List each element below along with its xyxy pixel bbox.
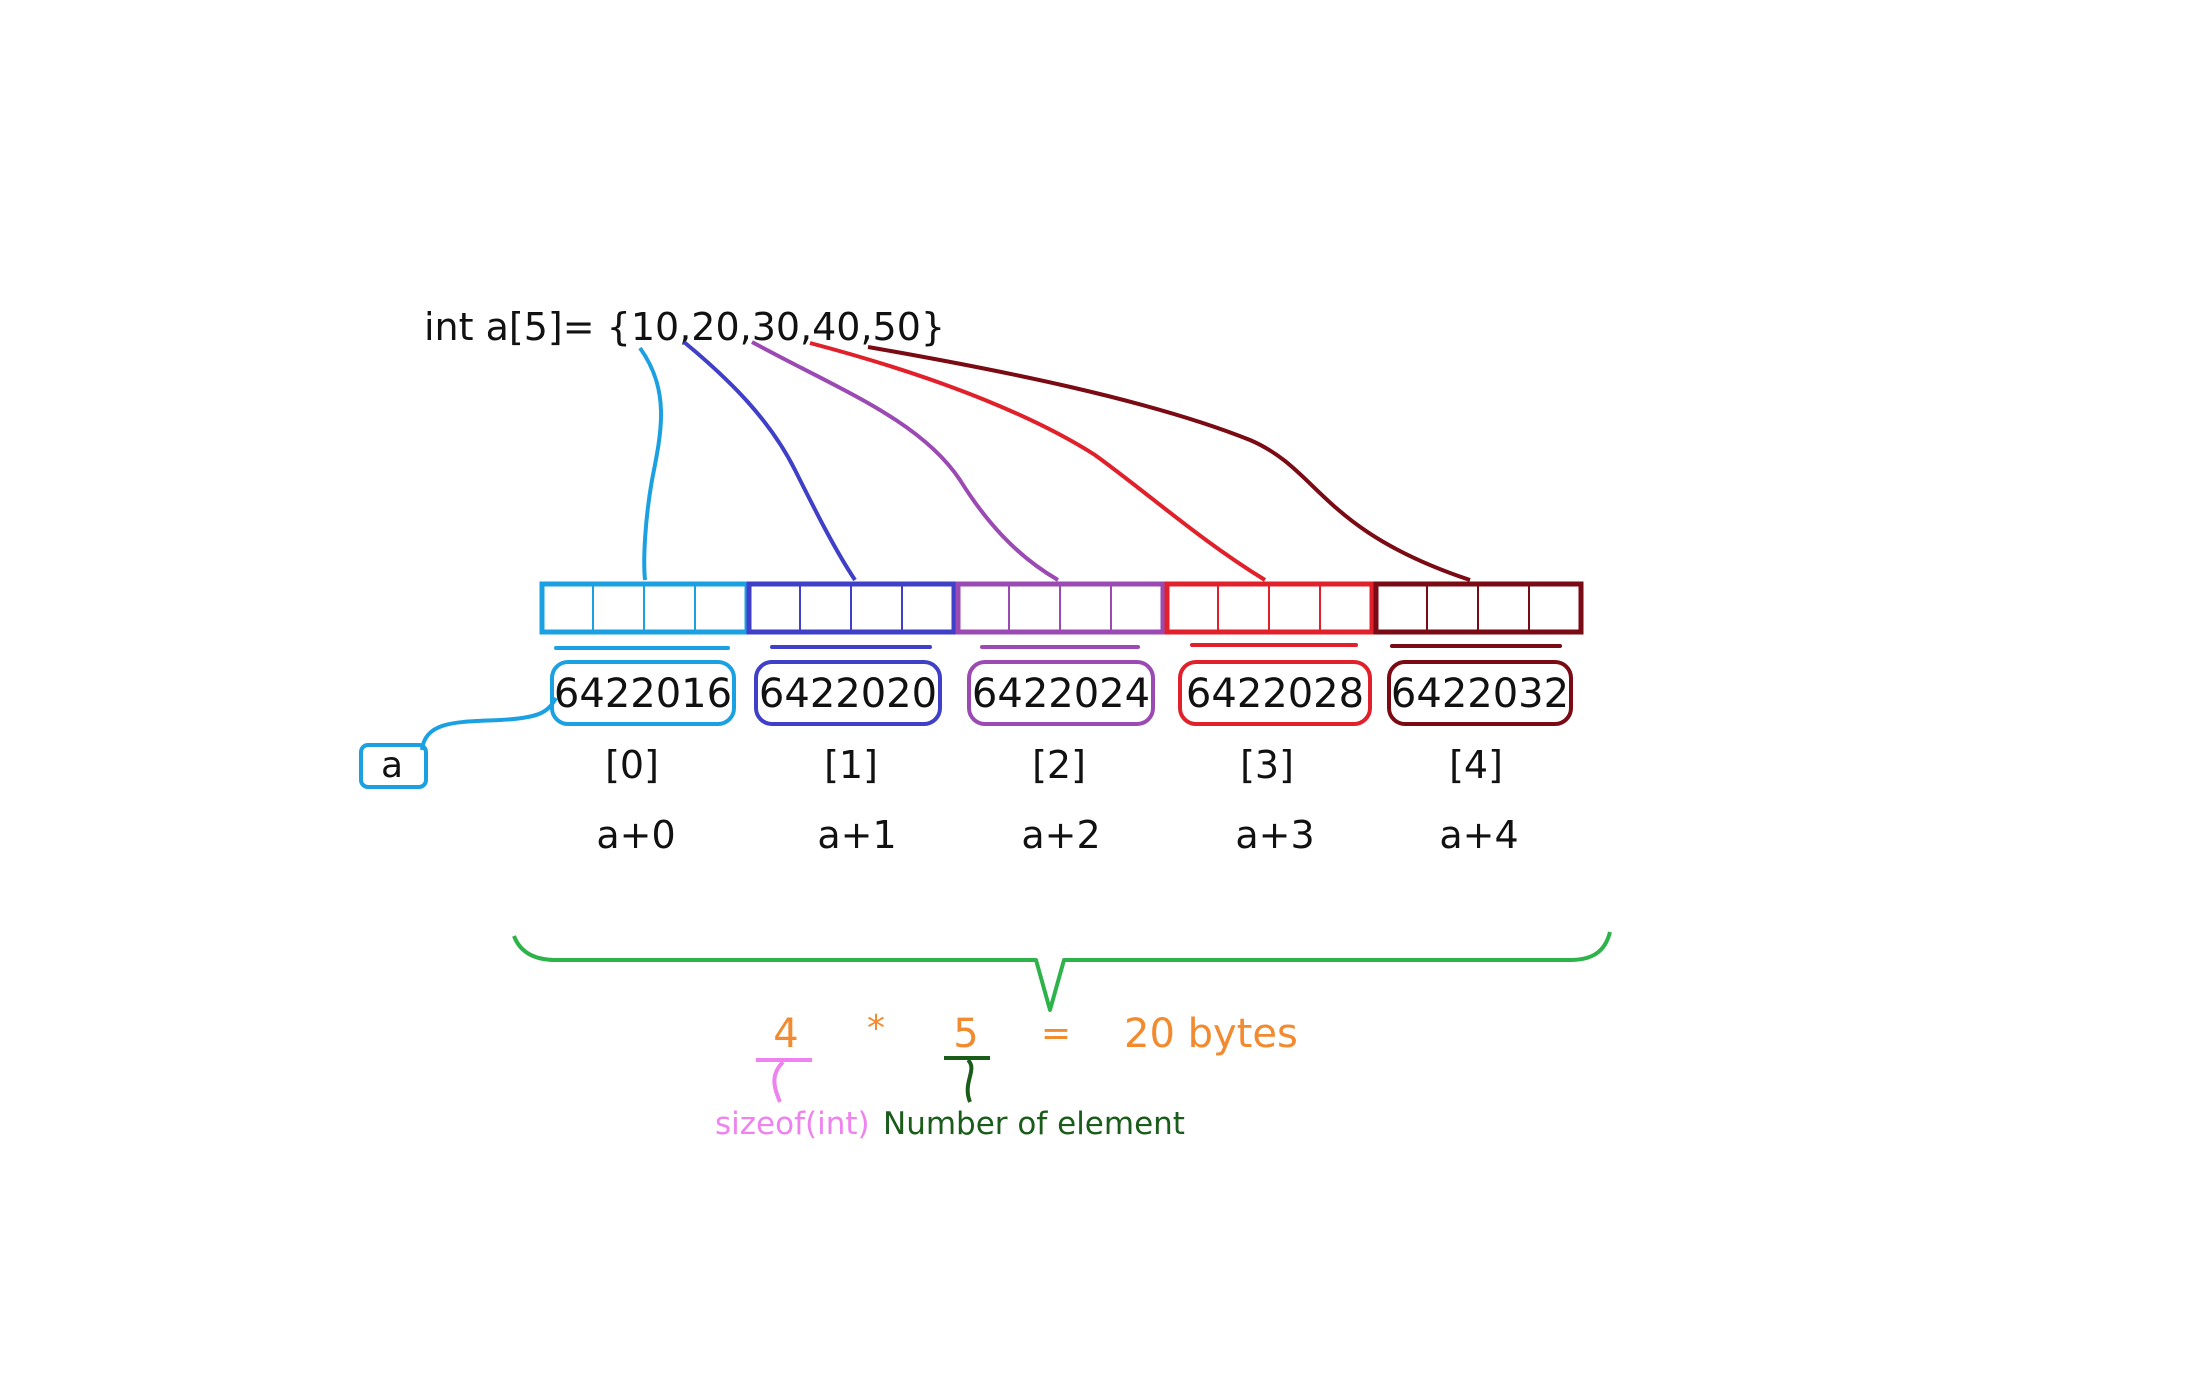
pointer-label: a (381, 745, 403, 786)
index-4: [4] (1449, 743, 1503, 787)
memory-block-4 (1373, 581, 1584, 635)
connector-3 (809, 341, 1267, 582)
memory-block-1 (746, 581, 957, 635)
offset-1: a+1 (817, 813, 896, 857)
formula-size: 4 (773, 1011, 798, 1057)
memory-block-3 (1164, 581, 1375, 635)
offset-4: a+4 (1439, 813, 1518, 857)
value-connectors (638, 340, 1471, 582)
formula-times: * (867, 1008, 885, 1049)
address-3: 6422028 (1186, 671, 1364, 717)
connector-0 (638, 346, 663, 581)
connector-1 (682, 340, 857, 582)
offset-3: a+3 (1235, 813, 1314, 857)
index-0: [0] (605, 743, 659, 787)
address-box-4 (1387, 660, 1573, 726)
index-2: [2] (1032, 743, 1086, 787)
block-underlines (554, 643, 1562, 650)
address-box-3 (1178, 660, 1372, 726)
offset-0: a+0 (596, 813, 675, 857)
offset-2: a+2 (1021, 813, 1100, 857)
formula-equals: = (1041, 1013, 1071, 1054)
count-note: Number of element (883, 1106, 1185, 1142)
address-1: 6422020 (759, 671, 937, 717)
address-2: 6422024 (972, 671, 1150, 717)
formula-result: 20 bytes (1124, 1011, 1298, 1057)
pointer-connector (420, 696, 558, 751)
index-3: [3] (1240, 743, 1294, 787)
total-size-brace (512, 931, 1612, 1012)
size-note: sizeof(int) (715, 1106, 870, 1142)
connector-4 (867, 345, 1471, 582)
address-box-1 (754, 660, 942, 726)
connector-2 (751, 340, 1060, 582)
formula-count: 5 (953, 1011, 978, 1057)
address-box-0 (550, 660, 736, 726)
index-1: [1] (824, 743, 878, 787)
size-note-hook (772, 1060, 785, 1103)
memory-block-0 (539, 581, 750, 635)
pointer-box (359, 743, 428, 789)
address-box-2 (967, 660, 1155, 726)
memory-block-2 (955, 581, 1166, 635)
address-4: 6422032 (1391, 671, 1569, 717)
address-0: 6422016 (554, 671, 732, 717)
count-note-hook (965, 1058, 974, 1103)
